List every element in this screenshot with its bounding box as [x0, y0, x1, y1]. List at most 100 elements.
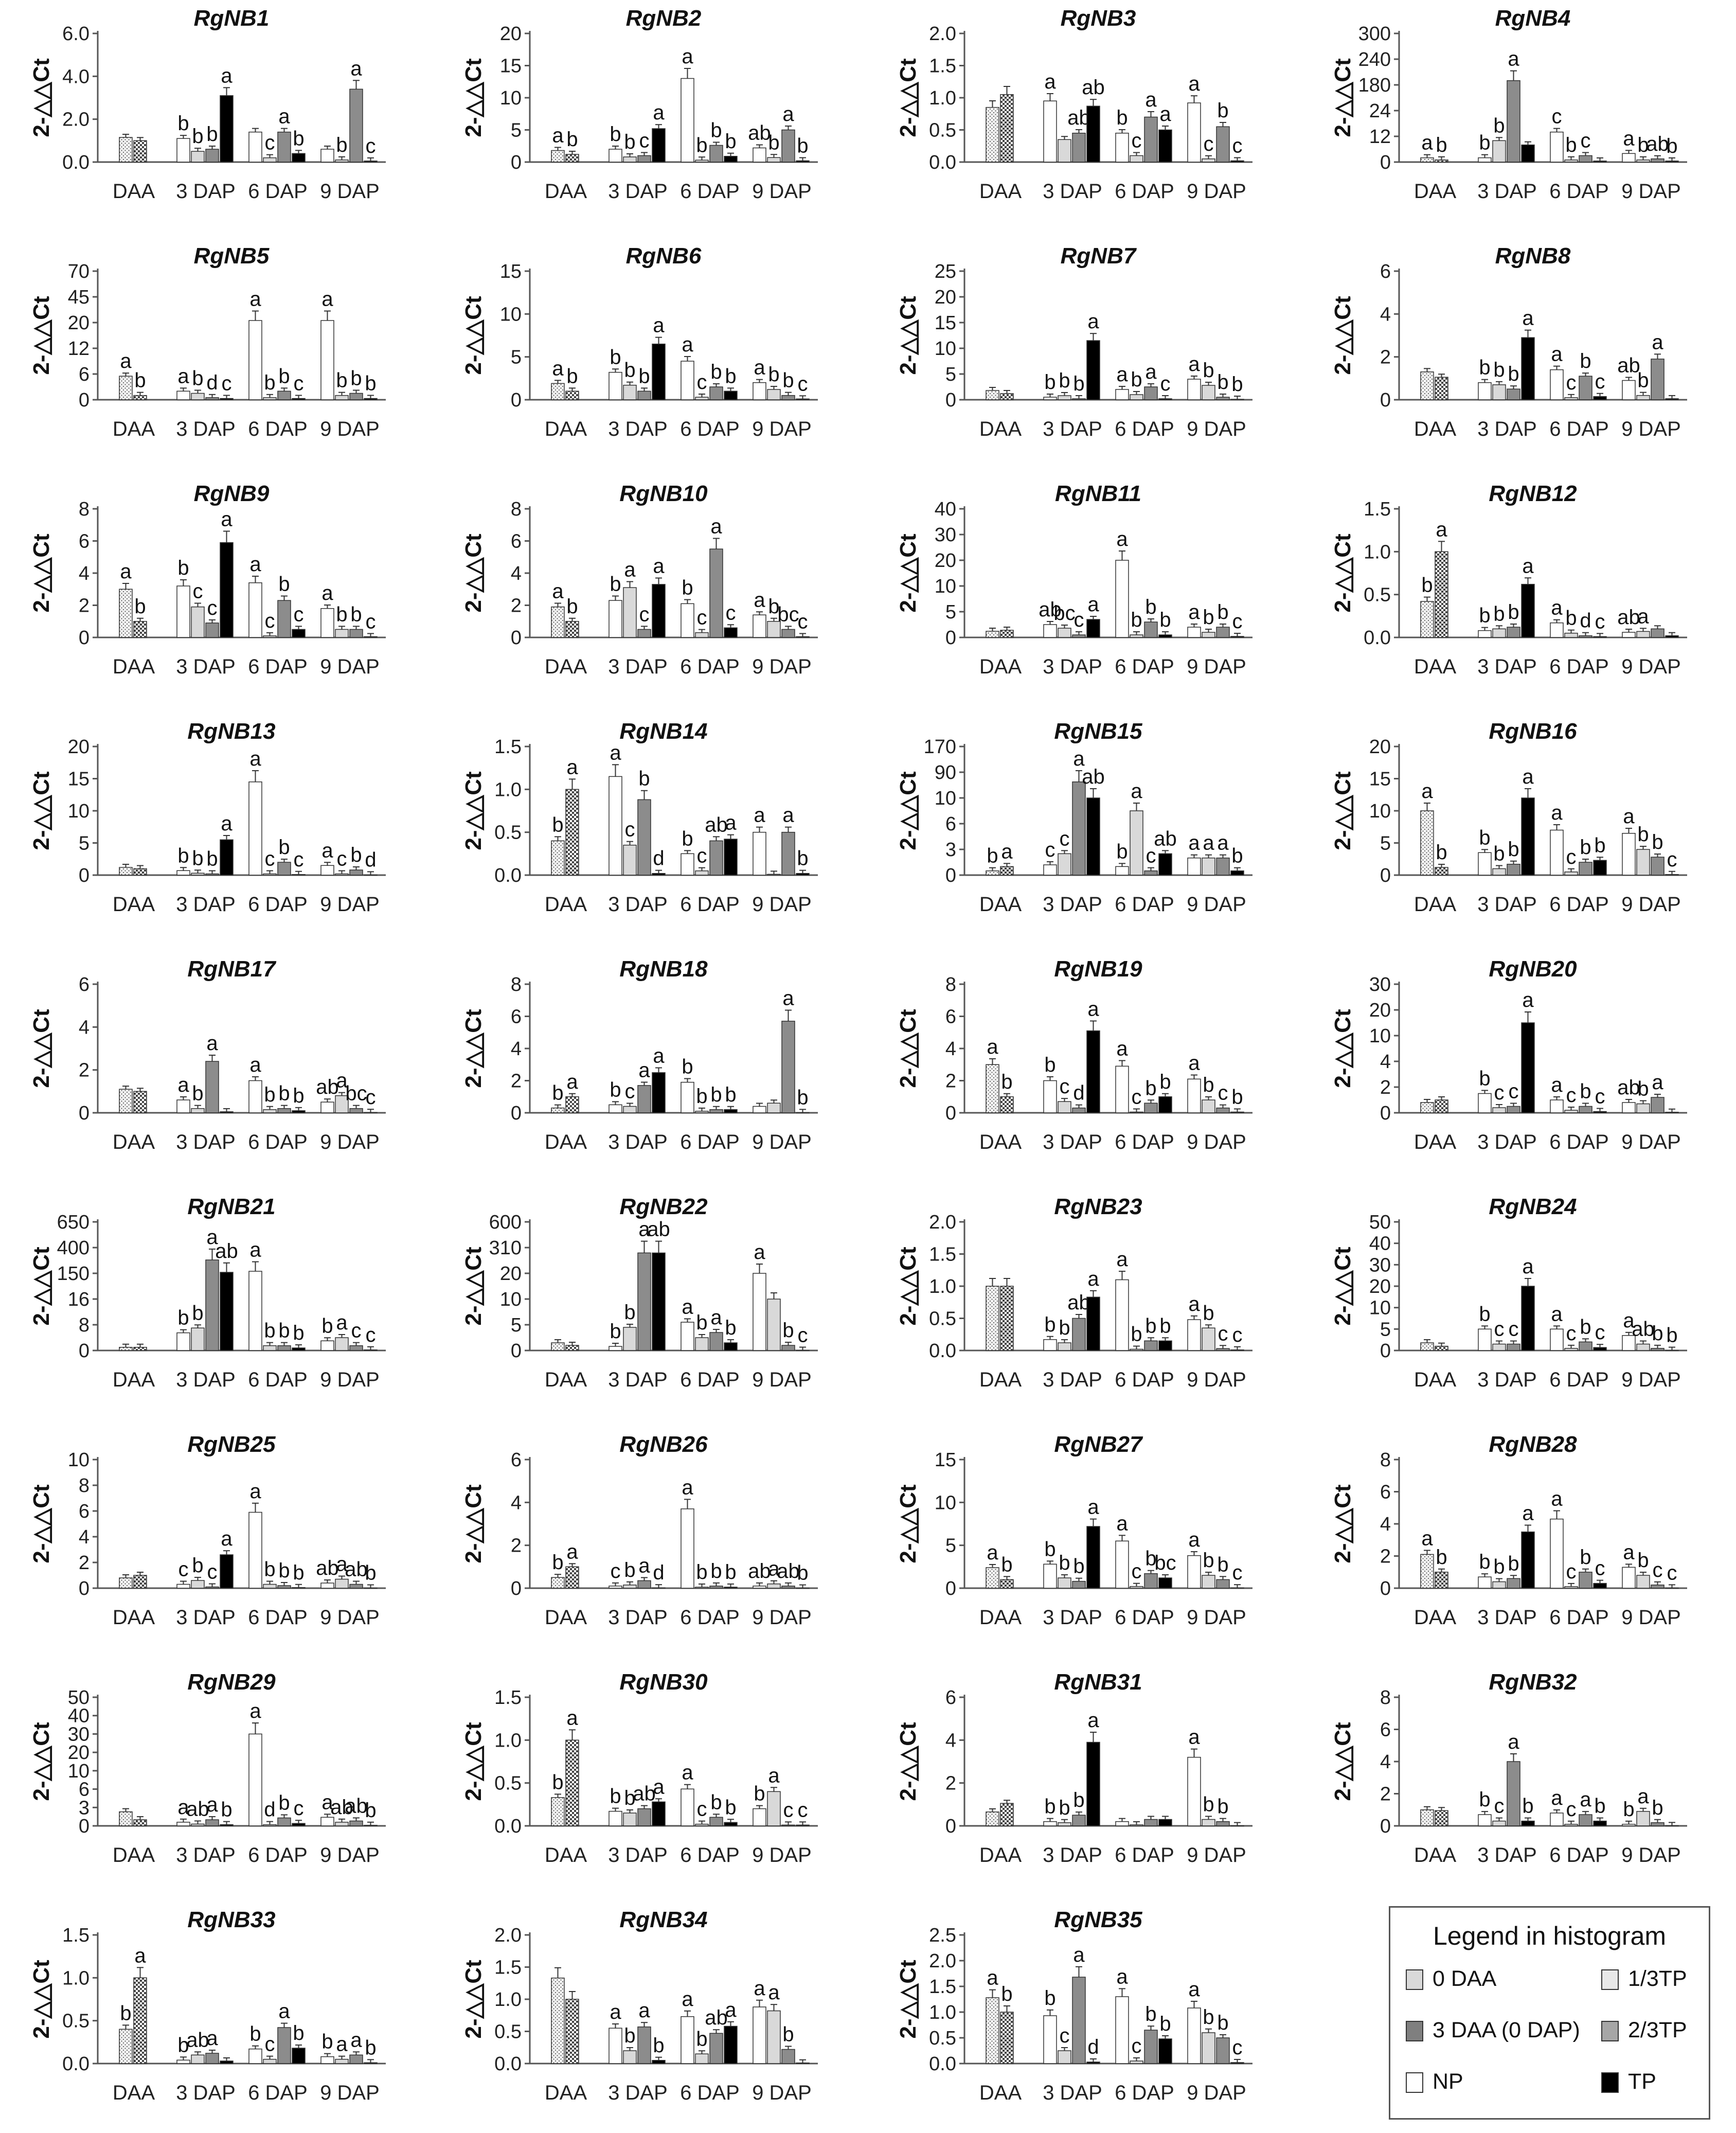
bar-tp: [724, 2025, 738, 2064]
x-group-label: 9 DAP: [752, 655, 812, 678]
x-group-label: DAA: [1414, 1844, 1457, 1867]
bar-t23: [205, 2053, 219, 2064]
bar-tp: [1521, 797, 1535, 876]
significance-letter: a: [1551, 1488, 1563, 1510]
bar-tp: [1230, 1111, 1244, 1113]
bar-t23: [1507, 627, 1520, 638]
bar-np: [1115, 866, 1129, 876]
significance-letter: a: [1421, 1527, 1433, 1550]
significance-letter: b: [1479, 1788, 1490, 1811]
significance-letter: c: [1232, 2036, 1243, 2059]
x-group-label: 6 DAP: [680, 418, 740, 440]
significance-letter: b: [120, 2002, 131, 2024]
bar-t13: [191, 1108, 205, 1113]
y-tick-label: 0.5: [494, 1773, 522, 1794]
significance-letter: ab: [777, 1560, 800, 1583]
legend-label: TP: [1628, 2069, 1656, 2094]
bar-np: [1187, 379, 1201, 400]
x-group-label: 3 DAP: [1477, 1131, 1537, 1153]
significance-letter: a: [638, 1218, 650, 1241]
bar-t23: [1216, 397, 1230, 400]
bar-tp: [1086, 797, 1100, 876]
bar-t23: [637, 155, 651, 163]
y-tick-label: 30: [935, 524, 956, 546]
bar-np: [1478, 1814, 1492, 1826]
x-group-label: 9 DAP: [1621, 655, 1681, 678]
x-group-label: 9 DAP: [1187, 180, 1246, 203]
bar-t23: [277, 862, 291, 876]
x-group-label: 6 DAP: [680, 893, 740, 916]
significance-letter: b: [293, 1322, 304, 1344]
bar-t23: [1507, 388, 1520, 400]
significance-letter: b: [293, 1085, 304, 1107]
x-group-label: 9 DAP: [320, 1131, 380, 1153]
y-tick-label: 5: [511, 347, 522, 368]
bar-t13: [1202, 158, 1215, 163]
y-tick-label: 6: [945, 1006, 956, 1028]
significance-letter: ab: [1082, 766, 1105, 788]
y-tick-label: 0.0: [929, 2053, 956, 2075]
bar-tp: [796, 2063, 810, 2064]
bar-t23: [637, 2027, 651, 2064]
y-tick-label: 30: [68, 1723, 90, 1745]
significance-letter: b: [768, 131, 779, 154]
bar-t13: [191, 606, 205, 638]
x-group-label: 9 DAP: [752, 1131, 812, 1153]
bar-np: [1043, 397, 1057, 400]
x-group-label: 3 DAP: [176, 1844, 236, 1867]
chart-title: RgNB33: [187, 1907, 275, 1932]
bar-t23: [1144, 870, 1158, 876]
significance-letter: d: [1073, 1082, 1084, 1105]
bar-daa3: [565, 1999, 579, 2064]
bar-daa0: [119, 1089, 133, 1113]
bar-t23: [1216, 857, 1230, 876]
y-axis-label: 2-△△Ct: [1330, 1009, 1355, 1088]
x-group-label: 6 DAP: [1549, 1368, 1609, 1391]
significance-letter: b: [1493, 1556, 1505, 1578]
significance-letter: c: [1045, 839, 1055, 861]
y-tick-label: 10: [68, 801, 90, 822]
y-axis-label: 2-△△Ct: [896, 1960, 921, 2039]
bar-t23: [349, 88, 363, 163]
bar-t23: [781, 1824, 795, 1826]
significance-letter: ab: [1646, 133, 1669, 155]
y-tick-label: 25: [935, 261, 956, 282]
bar-t13: [1130, 1824, 1143, 1826]
bar-np: [176, 1332, 190, 1351]
significance-letter: a: [1145, 88, 1157, 111]
bar-np: [1478, 157, 1492, 163]
significance-letter: b: [725, 1083, 736, 1106]
bar-t13: [767, 157, 781, 163]
bar-np: [1115, 1065, 1129, 1113]
significance-letter: c: [798, 1324, 808, 1347]
x-group-label: 6 DAP: [248, 655, 308, 678]
bar-tp: [1230, 870, 1244, 876]
x-group-label: DAA: [113, 2082, 155, 2104]
bar-t23: [1651, 1822, 1665, 1826]
y-axis-label: 2-△△Ct: [461, 1722, 486, 1801]
y-tick-label: 5: [945, 364, 956, 385]
bar-daa0: [1420, 371, 1434, 400]
significance-letter: b: [1652, 831, 1663, 854]
x-group-label: 9 DAP: [1187, 2082, 1246, 2104]
significance-letter: ab: [1617, 1076, 1640, 1099]
bar-np: [753, 1586, 766, 1589]
bar-t13: [1058, 2050, 1071, 2064]
bar-daa0: [1420, 1809, 1434, 1826]
bar-tp: [1230, 399, 1244, 400]
x-group-label: 6 DAP: [680, 180, 740, 203]
bar-np: [609, 1346, 622, 1351]
bar-tp: [1593, 1583, 1607, 1589]
significance-letter: b: [1001, 1071, 1012, 1093]
bar-tp: [1158, 1340, 1172, 1351]
bar-np: [609, 2028, 622, 2064]
bar-tp: [1521, 1820, 1535, 1826]
y-tick-label: 12: [1369, 126, 1391, 148]
bar-t23: [1579, 635, 1592, 638]
bar-daa3: [1000, 1579, 1014, 1589]
bar-tp: [1158, 634, 1172, 638]
bar-t13: [1492, 628, 1506, 638]
x-group-label: 9 DAP: [752, 1606, 812, 1629]
significance-letter: c: [798, 372, 808, 395]
